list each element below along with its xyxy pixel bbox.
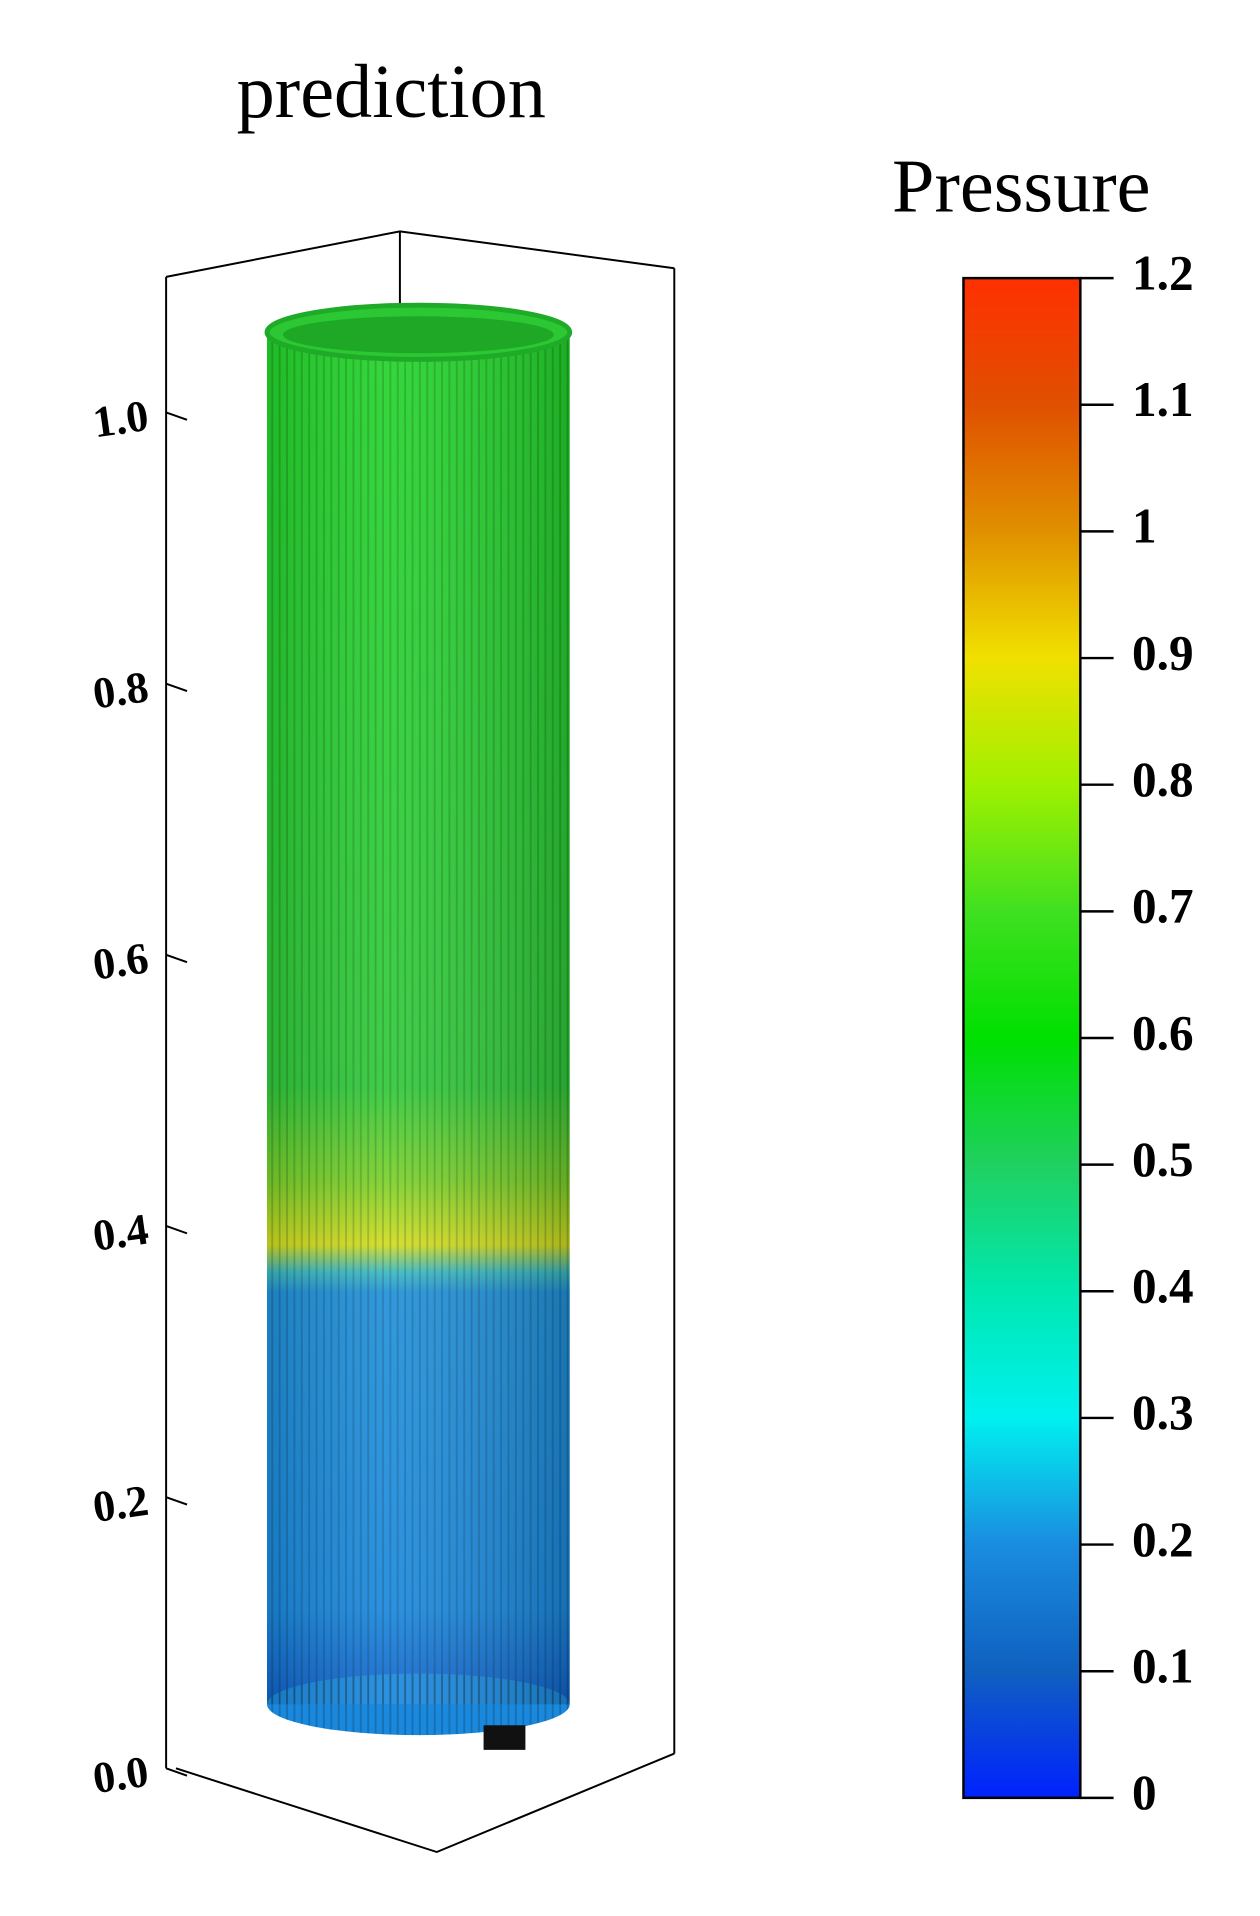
colorbar-tick-label: 0.6	[1132, 1005, 1194, 1060]
colorbar-tick-label: 0.7	[1132, 879, 1194, 934]
colorbar-tick-label: 1.2	[1132, 245, 1194, 300]
colorbar-tick-label: 1.1	[1132, 372, 1194, 427]
z-tick	[165, 411, 188, 421]
colorbar-tick-label: 0.2	[1132, 1512, 1194, 1567]
colorbar-tick-label: 0	[1132, 1765, 1157, 1820]
z-tick-label: 0.4	[90, 1205, 152, 1261]
z-tick	[165, 953, 188, 964]
chart-title: prediction	[237, 49, 546, 134]
colorbar-tick-label: 0.3	[1132, 1385, 1194, 1440]
z-tick-label: 0.0	[90, 1747, 152, 1803]
z-tick-label: 0.2	[90, 1476, 152, 1532]
colorbar-fill	[962, 276, 1082, 1800]
colorbar: 0 0.1 0.2 0.3 0.4 0.5 0.6 0.7 0.8 0.9 1 1.1 1.2	[962, 245, 1194, 1820]
colorbar-tick-label: 0.5	[1132, 1132, 1194, 1187]
colorbar-tick-label: 0.4	[1132, 1259, 1194, 1314]
colorbar-tick-label: 1	[1132, 499, 1157, 554]
z-tick	[165, 1225, 188, 1235]
colorbar-title: Pressure	[892, 144, 1150, 229]
z-tick	[165, 1496, 188, 1506]
colorbar-tick-label: 0.8	[1132, 752, 1194, 807]
colorbar-tick-label: 0.9	[1132, 625, 1194, 680]
z-tick	[165, 1767, 188, 1777]
z-tick-label: 0.6	[90, 933, 152, 989]
z-tick-label: 1.0	[90, 391, 152, 447]
z-tick-label: 0.8	[90, 662, 152, 718]
cylinder	[264, 302, 573, 1750]
z-tick	[165, 682, 188, 692]
colorbar-tick-label: 0.1	[1132, 1639, 1194, 1694]
z-axis: 0.0 0.2 0.4 0.6 0.8 1.0	[90, 391, 188, 1803]
